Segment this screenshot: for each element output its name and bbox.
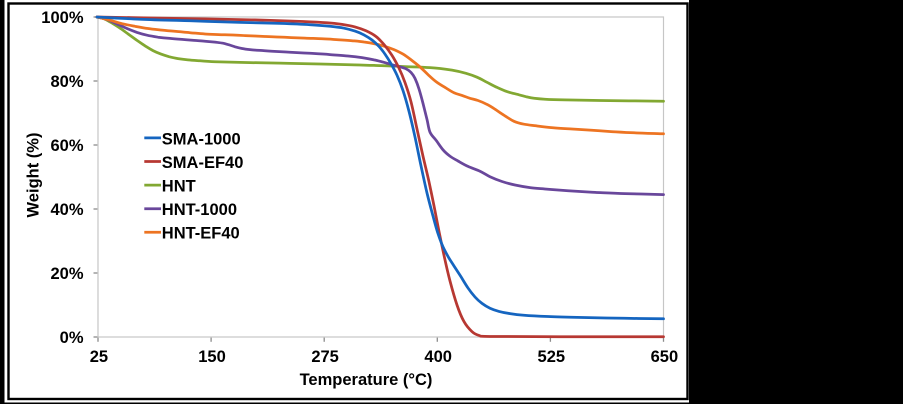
svg-text:HNT: HNT [162,178,196,196]
svg-text:275: 275 [311,348,339,366]
svg-text:80%: 80% [50,73,83,91]
svg-text:525: 525 [538,348,566,366]
svg-text:SMA-1000: SMA-1000 [162,130,241,148]
svg-text:60%: 60% [50,137,83,155]
svg-text:SMA-EF40: SMA-EF40 [162,154,244,172]
svg-text:400: 400 [424,348,452,366]
svg-text:HNT-EF40: HNT-EF40 [162,225,240,243]
svg-text:100%: 100% [41,9,84,27]
svg-text:0%: 0% [60,329,84,347]
svg-text:650: 650 [651,348,679,366]
svg-text:Weight (%): Weight (%) [25,133,43,218]
svg-text:Temperature (°C): Temperature (°C) [300,371,433,389]
svg-text:25: 25 [90,348,108,366]
svg-text:HNT-1000: HNT-1000 [162,201,237,219]
svg-text:40%: 40% [50,201,83,219]
svg-text:20%: 20% [50,265,83,283]
svg-text:150: 150 [198,348,226,366]
